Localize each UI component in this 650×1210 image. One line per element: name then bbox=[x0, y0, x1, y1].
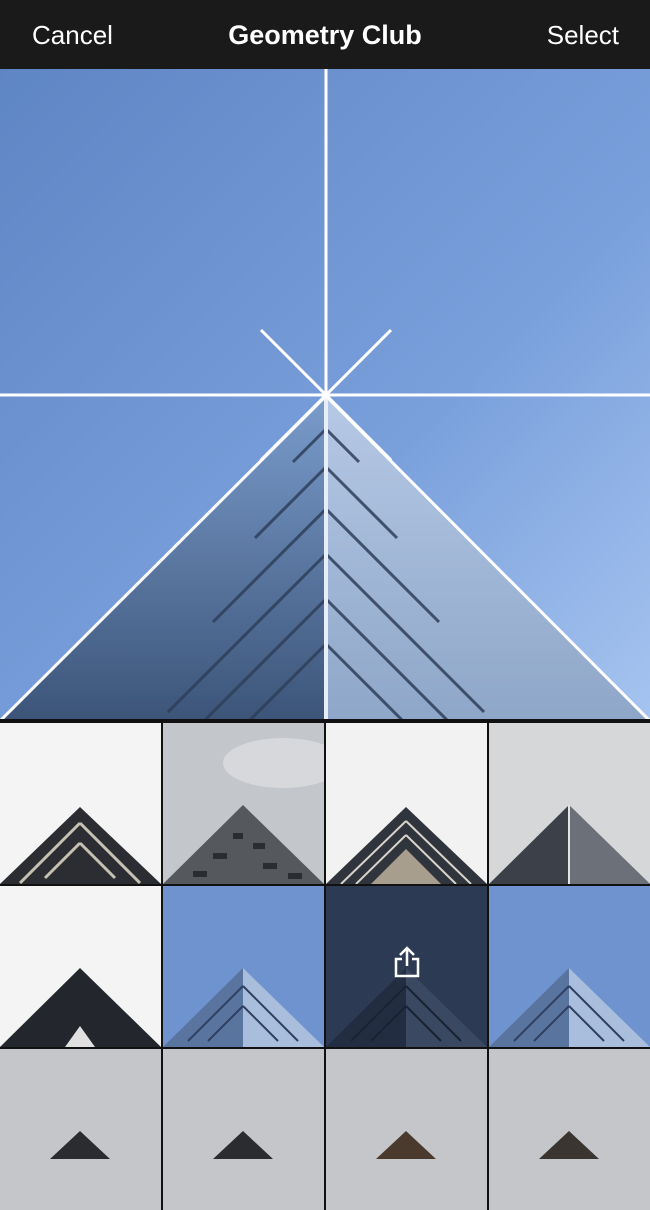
photo-grid bbox=[0, 721, 650, 1210]
building-window-rows bbox=[166, 427, 486, 721]
select-button[interactable]: Select bbox=[546, 20, 619, 50]
photo-thumbnail[interactable] bbox=[326, 723, 487, 884]
photo-thumbnail[interactable] bbox=[0, 723, 161, 884]
photo-thumbnail[interactable] bbox=[326, 1049, 487, 1210]
photo-thumbnail[interactable] bbox=[0, 886, 161, 1047]
share-icon[interactable] bbox=[393, 946, 421, 978]
photo-thumbnail[interactable] bbox=[489, 1049, 650, 1210]
page-title: Geometry Club bbox=[228, 20, 422, 50]
photo-thumbnail[interactable] bbox=[163, 723, 324, 884]
navigation-bar: Cancel Geometry Club Select bbox=[0, 0, 650, 69]
photo-thumbnail[interactable] bbox=[163, 886, 324, 1047]
photo-thumbnail[interactable] bbox=[163, 1049, 324, 1210]
photo-thumbnail[interactable] bbox=[489, 886, 650, 1047]
composition-guide-lines bbox=[0, 69, 650, 721]
cancel-button[interactable]: Cancel bbox=[32, 20, 113, 50]
photo-thumbnail[interactable] bbox=[489, 723, 650, 884]
main-photo-preview[interactable] bbox=[0, 69, 650, 721]
photo-thumbnail[interactable] bbox=[0, 1049, 161, 1210]
photo-thumbnail-selected[interactable] bbox=[326, 886, 487, 1047]
